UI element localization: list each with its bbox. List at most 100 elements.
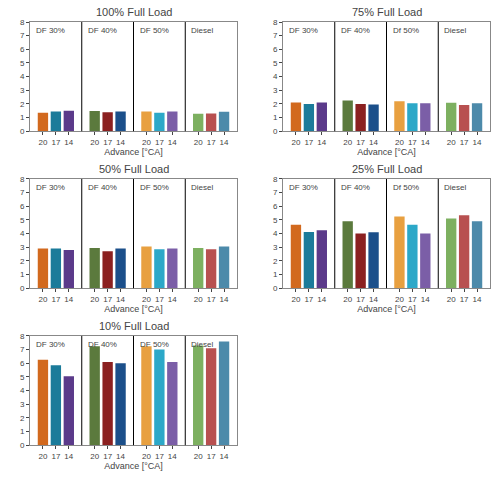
svg-text:17: 17: [304, 295, 313, 304]
svg-text:17: 17: [51, 452, 60, 461]
svg-text:Advance [°CA]: Advance [°CA]: [104, 147, 163, 157]
svg-text:14: 14: [168, 138, 177, 147]
svg-text:20: 20: [142, 452, 151, 461]
svg-text:6: 6: [273, 45, 278, 54]
svg-text:17: 17: [408, 138, 417, 147]
svg-text:DF 40%: DF 40%: [88, 183, 117, 192]
svg-text:DF 30%: DF 30%: [36, 340, 65, 349]
svg-text:20: 20: [38, 138, 47, 147]
svg-text:7: 7: [273, 31, 278, 40]
svg-text:5: 5: [273, 216, 278, 225]
svg-text:100% Full Load: 100% Full Load: [96, 6, 172, 18]
svg-text:Df 50%: Df 50%: [393, 183, 419, 192]
svg-text:3: 3: [20, 86, 25, 95]
svg-text:20: 20: [90, 452, 99, 461]
svg-text:17: 17: [460, 138, 469, 147]
svg-text:20: 20: [291, 295, 300, 304]
svg-text:3: 3: [20, 243, 25, 252]
svg-text:14: 14: [64, 138, 73, 147]
svg-text:3: 3: [20, 400, 25, 409]
svg-text:20: 20: [194, 295, 203, 304]
svg-text:20: 20: [395, 138, 404, 147]
svg-text:0: 0: [20, 127, 25, 136]
svg-text:75% Full Load: 75% Full Load: [352, 6, 422, 18]
svg-text:14: 14: [369, 138, 378, 147]
svg-text:6: 6: [20, 202, 25, 211]
svg-text:DF 40%: DF 40%: [88, 26, 117, 35]
svg-text:25% Full Load: 25% Full Load: [352, 163, 422, 175]
svg-text:14: 14: [473, 295, 482, 304]
svg-text:14: 14: [473, 138, 482, 147]
svg-text:20: 20: [291, 138, 300, 147]
svg-text:Diesel: Diesel: [191, 183, 213, 192]
svg-text:8: 8: [20, 18, 25, 27]
svg-text:17: 17: [408, 295, 417, 304]
svg-text:5: 5: [20, 59, 25, 68]
svg-text:Advance [°CA]: Advance [°CA]: [357, 304, 416, 314]
svg-text:20: 20: [447, 295, 456, 304]
svg-text:17: 17: [103, 452, 112, 461]
svg-text:6: 6: [273, 202, 278, 211]
svg-text:14: 14: [317, 138, 326, 147]
svg-text:DF 30%: DF 30%: [36, 26, 65, 35]
svg-text:20: 20: [343, 295, 352, 304]
svg-text:Df 50%: Df 50%: [393, 26, 419, 35]
svg-text:4: 4: [273, 72, 278, 81]
svg-text:Diesel: Diesel: [191, 340, 213, 349]
svg-text:14: 14: [64, 295, 73, 304]
svg-text:7: 7: [20, 31, 25, 40]
svg-text:Advance [°CA]: Advance [°CA]: [104, 304, 163, 314]
svg-text:DF 30%: DF 30%: [289, 26, 318, 35]
svg-text:14: 14: [168, 295, 177, 304]
svg-text:5: 5: [20, 373, 25, 382]
svg-text:20: 20: [447, 138, 456, 147]
svg-text:Advance [°CA]: Advance [°CA]: [357, 147, 416, 157]
svg-text:14: 14: [220, 138, 229, 147]
svg-text:17: 17: [155, 452, 164, 461]
svg-text:0: 0: [273, 127, 278, 136]
svg-text:1: 1: [273, 113, 278, 122]
svg-text:4: 4: [273, 229, 278, 238]
svg-text:14: 14: [421, 138, 430, 147]
svg-text:2: 2: [273, 257, 278, 266]
svg-text:14: 14: [421, 295, 430, 304]
svg-text:20: 20: [194, 452, 203, 461]
svg-text:7: 7: [273, 188, 278, 197]
svg-text:10% Full Load: 10% Full Load: [99, 320, 169, 332]
svg-text:1: 1: [20, 270, 25, 279]
svg-text:17: 17: [155, 295, 164, 304]
svg-text:20: 20: [38, 295, 47, 304]
svg-text:6: 6: [20, 45, 25, 54]
svg-text:17: 17: [356, 138, 365, 147]
svg-text:20: 20: [90, 138, 99, 147]
svg-text:8: 8: [20, 175, 25, 184]
svg-text:17: 17: [460, 295, 469, 304]
svg-text:2: 2: [20, 257, 25, 266]
svg-text:Advance [°CA]: Advance [°CA]: [104, 461, 163, 471]
svg-text:DF 30%: DF 30%: [36, 183, 65, 192]
svg-text:1: 1: [20, 427, 25, 436]
svg-text:4: 4: [20, 386, 25, 395]
svg-text:17: 17: [207, 138, 216, 147]
svg-text:14: 14: [369, 295, 378, 304]
svg-text:5: 5: [20, 216, 25, 225]
svg-text:1: 1: [273, 270, 278, 279]
svg-text:4: 4: [20, 229, 25, 238]
svg-text:8: 8: [273, 18, 278, 27]
svg-text:50% Full Load: 50% Full Load: [99, 163, 169, 175]
svg-text:Diesel: Diesel: [444, 183, 466, 192]
svg-text:17: 17: [356, 295, 365, 304]
svg-text:0: 0: [20, 441, 25, 450]
svg-text:17: 17: [51, 138, 60, 147]
svg-text:20: 20: [38, 452, 47, 461]
svg-text:20: 20: [343, 138, 352, 147]
svg-text:3: 3: [273, 86, 278, 95]
svg-text:2: 2: [273, 100, 278, 109]
svg-text:14: 14: [64, 452, 73, 461]
svg-text:14: 14: [116, 452, 125, 461]
svg-text:DF 40%: DF 40%: [88, 340, 117, 349]
svg-text:2: 2: [20, 414, 25, 423]
svg-text:DF 30%: DF 30%: [289, 183, 318, 192]
svg-text:14: 14: [116, 138, 125, 147]
svg-text:DF 50%: DF 50%: [140, 340, 169, 349]
